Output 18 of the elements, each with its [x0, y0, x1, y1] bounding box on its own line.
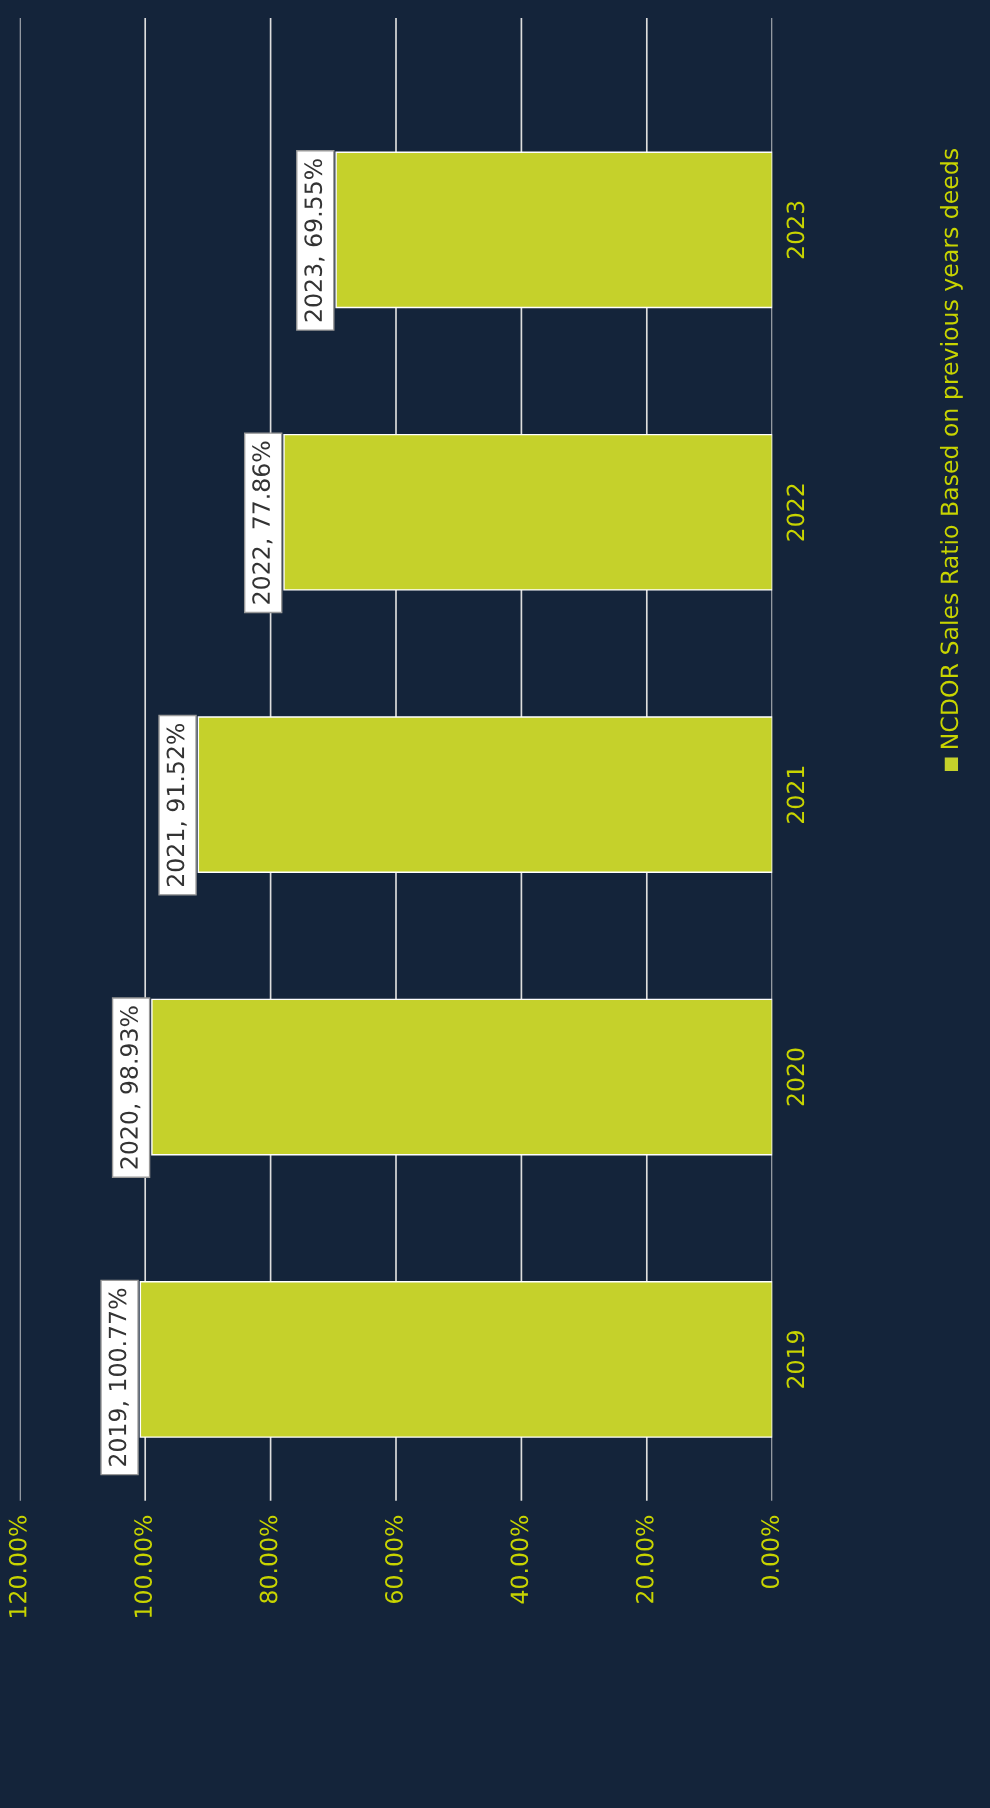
data-label: 2021, 91.52% [166, 723, 187, 887]
y-tick-label: 2019 [786, 1331, 805, 1388]
text: NCDOR Sales Ratio Based on previous years deeds [939, 149, 963, 748]
x-tick-label: 60.00% [384, 1515, 403, 1603]
y-tick-label: 2021 [786, 766, 805, 823]
x-tick-label: 0.00% [761, 1515, 780, 1588]
x-tick-label: 40.00% [510, 1515, 529, 1604]
x-tick-label: 80.00% [259, 1515, 278, 1603]
y-tick-label: 2020 [786, 1048, 805, 1106]
x-tick-label: 120.00% [8, 1515, 27, 1617]
data-label: 2019, 100.77% [108, 1288, 129, 1466]
data-label: 2023, 69.55% [304, 159, 325, 322]
x-tick-label: 100.00% [134, 1515, 153, 1617]
y-tick-label: 2022 [786, 484, 805, 541]
y-tick-label: 2023 [786, 201, 805, 259]
data-label: 2022, 77.86% [252, 441, 273, 604]
data-label: 2020, 98.93% [120, 1006, 141, 1169]
x-tick-label: 20.00% [635, 1515, 654, 1603]
